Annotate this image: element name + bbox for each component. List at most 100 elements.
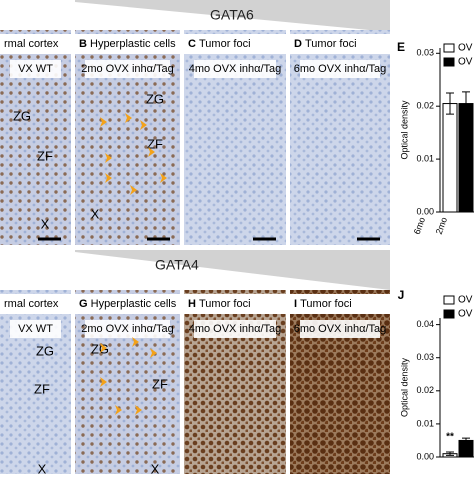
- panel-title-text: Tumor foci: [199, 298, 251, 310]
- error-bar: [462, 91, 470, 116]
- panel-title-text: rmal cortex: [4, 298, 59, 310]
- arrow: [115, 405, 122, 415]
- banner: [75, 250, 390, 290]
- subtitle-box: [300, 320, 380, 338]
- y-tick-label: 0.01: [416, 153, 434, 163]
- panel-title-text: Tumor foci: [199, 38, 251, 50]
- panel-subtitle: 4mo OVX inhα/Tag: [189, 63, 282, 75]
- panel-letter: D: [294, 38, 305, 50]
- panel-title-text: Hyperplastic cells: [90, 38, 176, 50]
- gene-label: GATA4: [155, 257, 199, 273]
- title-box: [0, 294, 71, 314]
- y-tick-label: 0.00: [416, 451, 434, 461]
- title-box: [290, 34, 390, 54]
- zone-label: ZF: [147, 136, 163, 151]
- panel-subtitle: 6mo OVX inhα/Tag: [294, 63, 387, 75]
- arrow: [140, 120, 147, 130]
- micrograph: [184, 290, 286, 474]
- arrow: [135, 405, 142, 415]
- subtitle-box: [85, 60, 170, 78]
- legend-swatch: [443, 309, 455, 319]
- bar: [458, 103, 474, 213]
- y-axis-label: Optical density: [399, 357, 409, 417]
- title-box: [0, 34, 71, 54]
- zone-label: X: [38, 461, 47, 474]
- arrow: [132, 337, 139, 347]
- legend-label: OV: [458, 309, 473, 320]
- panel-title-text: Hyperplastic cells: [91, 298, 177, 310]
- panel-title-text: Tumor foci: [300, 298, 352, 310]
- y-tick-label: 0.03: [416, 48, 434, 58]
- title-box: [184, 294, 286, 314]
- panel-letter: C: [188, 38, 199, 50]
- arrow: [100, 117, 107, 127]
- zone-label: X: [151, 461, 160, 474]
- panel-title: H Tumor foci: [188, 298, 251, 310]
- legend-label: OV: [458, 43, 473, 54]
- panel-subtitle: 6mo OVX inhα/Tag: [294, 323, 387, 335]
- legend-swatch: [443, 57, 455, 67]
- panel-subtitle: 2mo OVX inhα/Tag: [81, 323, 174, 335]
- zone-label: ZG: [13, 108, 31, 123]
- legend-swatch: [443, 43, 455, 53]
- subtitle-box: [194, 320, 276, 338]
- subtitle-box: [10, 320, 61, 338]
- legend-swatch: [443, 295, 455, 305]
- zone-label: ZF: [37, 148, 53, 163]
- zone-label: ZG: [146, 91, 164, 106]
- zone-label: ZG: [91, 341, 109, 356]
- arrow: [160, 173, 167, 183]
- banner: [75, 0, 390, 32]
- y-tick-label: 0.00: [416, 206, 434, 216]
- arrow: [100, 377, 107, 387]
- zone-label: X: [91, 206, 100, 221]
- gene-label: GATA6: [210, 7, 254, 23]
- title-box: [75, 34, 180, 54]
- zone-label: ZG: [36, 343, 54, 358]
- arrow: [125, 113, 132, 123]
- panel-letter: H: [188, 298, 199, 310]
- y-tick-label: 0.04: [416, 319, 434, 329]
- zone-label: ZF: [152, 376, 168, 391]
- panel-subtitle: 2mo OVX inhα/Tag: [81, 63, 174, 75]
- zone-label: X: [41, 216, 50, 231]
- arrow: [100, 343, 107, 353]
- panel-title-text: Tumor foci: [305, 38, 357, 50]
- panel-title: rmal cortex: [4, 298, 59, 310]
- arrow: [150, 348, 157, 358]
- legend-label: OV: [458, 295, 473, 306]
- panel-letter: I: [294, 298, 300, 310]
- arrow: [105, 173, 112, 183]
- title-box: [290, 294, 390, 314]
- y-tick-label: 0.01: [416, 418, 434, 428]
- y-axis-label: Optical density: [399, 100, 409, 160]
- panel-title: rmal cortex: [4, 38, 59, 50]
- panel-letter: B: [79, 38, 90, 50]
- subtitle-box: [10, 60, 61, 78]
- zone-label: ZF: [34, 381, 50, 396]
- bar: [442, 103, 458, 213]
- arrow: [130, 185, 137, 195]
- y-tick-label: 0.02: [416, 101, 434, 111]
- error-bar: [462, 437, 470, 444]
- panel-title: I Tumor foci: [294, 298, 352, 310]
- subtitle-box: [85, 320, 170, 338]
- panel-subtitle: VX WT: [18, 63, 53, 75]
- panel-subtitle: 4mo OVX inhα/Tag: [189, 323, 282, 335]
- y-tick-label: 0.02: [416, 385, 434, 395]
- chart-letter: J: [398, 288, 405, 302]
- y-tick-label: 0.03: [416, 352, 434, 362]
- panel-title: D Tumor foci: [294, 38, 357, 50]
- title-box: [75, 294, 180, 314]
- subtitle-box: [194, 60, 276, 78]
- annotation: **: [446, 432, 454, 443]
- panel-title: C Tumor foci: [188, 38, 251, 50]
- arrow: [148, 147, 155, 157]
- legend-label: OV: [458, 57, 473, 68]
- panel-title: G Hyperplastic cells: [79, 298, 177, 310]
- arrow: [105, 153, 112, 163]
- panel-title: B Hyperplastic cells: [79, 38, 176, 50]
- panel-title-text: rmal cortex: [4, 38, 59, 50]
- subtitle-box: [300, 60, 380, 78]
